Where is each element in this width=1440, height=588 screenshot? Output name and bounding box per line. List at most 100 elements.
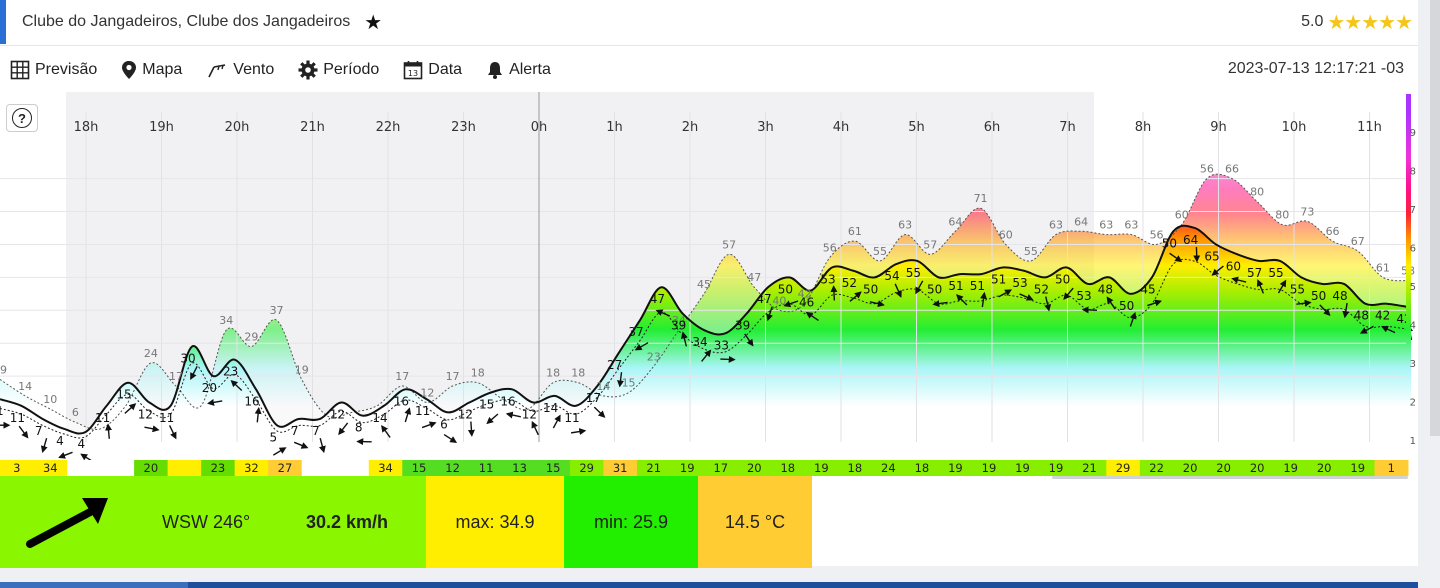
strip-cell <box>100 460 135 476</box>
help-icon: ? <box>12 108 32 128</box>
header-divider <box>0 45 1418 46</box>
gust-label: 17 <box>169 370 183 383</box>
direction-arrow-icon <box>1019 293 1034 301</box>
direction-arrow-icon <box>421 421 437 429</box>
nav-data[interactable]: 13 Data <box>403 60 462 80</box>
strip-cell <box>1273 460 1308 476</box>
direction-arrow-icon <box>1256 279 1265 294</box>
direction-arrow-icon <box>766 306 773 322</box>
mean-label: 46 <box>799 296 814 310</box>
direction-speed-cell: WSW 246° 30.2 km/h <box>0 476 426 568</box>
direction-arrow-icon <box>849 291 862 302</box>
direction-arrow-icon <box>932 300 948 308</box>
mean-label: 57 <box>1247 266 1262 280</box>
strip-cell <box>234 460 269 476</box>
strip-label: 29 <box>1116 461 1131 475</box>
nav-alerta-label: Alerta <box>509 61 551 78</box>
strip-cell <box>838 460 873 476</box>
mean-label: 65 <box>1204 249 1219 263</box>
strip-label: 21 <box>1082 461 1097 475</box>
gust-label: 67 <box>1351 235 1365 248</box>
strip-cell <box>502 460 537 476</box>
mean-label: 12 <box>138 407 153 421</box>
nav-previsao[interactable]: Previsão <box>10 60 97 80</box>
nav-vento[interactable]: Vento <box>206 61 274 79</box>
mean-label: 7 <box>291 424 299 438</box>
color-scale-tick: 7 <box>1410 205 1416 216</box>
mean-label: 11 <box>159 411 174 425</box>
strip-cell <box>268 460 303 476</box>
gust-label: 56 <box>823 242 837 255</box>
gust-label: 60 <box>999 228 1013 241</box>
vertical-scrollbar[interactable] <box>1430 0 1440 436</box>
direction-arrow-icon <box>744 333 754 347</box>
wind-forecast-chart[interactable]: 18h 19h 20h 21h 22h 23h 0h 1h 2h 3h 4h 5h 6h 7h 8h 9h 10… <box>0 92 1418 476</box>
direction-arrow-icon <box>1319 304 1331 316</box>
direction-arrow-icon <box>505 411 521 419</box>
panel-accent <box>0 0 6 44</box>
gust-label: 18 <box>471 367 485 380</box>
gust-label: 57 <box>722 238 736 251</box>
strip-cell <box>603 460 638 476</box>
strip-cell <box>569 460 604 476</box>
mean-label: 7 <box>35 424 43 438</box>
direction-arrow-icon <box>124 403 137 414</box>
direction-arrow-icon <box>980 291 987 308</box>
horizontal-scrollbar[interactable] <box>1052 476 1408 479</box>
gust-label: 47 <box>747 271 761 284</box>
nav-periodo[interactable]: Período <box>298 60 379 80</box>
strip-cell <box>704 460 739 476</box>
hour-tick-label: 22h <box>376 120 401 135</box>
gust-label: 37 <box>270 304 284 317</box>
gust-label: 19 <box>295 363 309 376</box>
strip-label: 18 <box>780 461 795 475</box>
hour-tick-label: 23h <box>451 120 476 135</box>
mean-label: 53 <box>1076 289 1091 303</box>
mean-label: 30 <box>180 352 195 366</box>
favorite-star-icon[interactable]: ★ <box>364 11 383 34</box>
strip-label: 20 <box>144 461 159 475</box>
lull-line <box>0 258 1409 439</box>
direction-arrow-icon <box>190 365 198 380</box>
gust-label: 14 <box>596 380 610 393</box>
hour-tick-label: 6h <box>984 120 1001 135</box>
bottom-strip-highlight <box>0 582 188 588</box>
direction-arrow-icon <box>404 407 412 423</box>
mean-label: 50 <box>1119 299 1134 313</box>
wind-direction: WSW 246° <box>162 511 251 532</box>
strip-label: 18 <box>848 461 863 475</box>
svg-text:13: 13 <box>408 69 418 78</box>
hour-tick-label: 10h <box>1282 120 1307 135</box>
mean-label: 12 <box>522 407 537 421</box>
nav-data-label: Data <box>428 61 463 78</box>
gust-label: 19 <box>0 363 7 376</box>
mean-label: 60 <box>1226 259 1241 273</box>
wind-direction-arrow-icon <box>26 498 108 548</box>
hour-tick-label: 2h <box>682 120 699 135</box>
direction-arrow-icon <box>230 379 243 391</box>
strip-cell <box>1173 460 1208 476</box>
strip-label: 34 <box>378 461 393 475</box>
mean-label: 15 <box>479 398 494 412</box>
nav-alerta[interactable]: Alerta <box>486 60 551 80</box>
hour-tick-label: 19h <box>149 120 174 135</box>
direction-arrow-icon <box>805 311 819 322</box>
gust-label: 55 <box>873 245 887 258</box>
color-scale-tick: 2 <box>1410 398 1416 409</box>
gust-label: 63 <box>1099 219 1113 232</box>
mean-label: 23 <box>223 365 238 379</box>
max-cell: max: 34.9 <box>426 476 564 568</box>
strip-label: 18 <box>915 461 930 475</box>
strip-cell <box>771 460 806 476</box>
mean-label: 48 <box>1354 309 1369 323</box>
gust-label: 60 <box>1175 209 1189 222</box>
mean-label: 12 <box>330 407 345 421</box>
nav-mapa[interactable]: Mapa <box>121 60 182 80</box>
strip-cell <box>536 460 571 476</box>
gust-label: 17 <box>446 370 460 383</box>
mean-label: 39 <box>735 319 750 333</box>
mean-line <box>0 224 1409 435</box>
help-button[interactable]: ? <box>6 104 38 132</box>
mean-label: 42 <box>1375 309 1390 323</box>
mean-label: 48 <box>1332 289 1347 303</box>
